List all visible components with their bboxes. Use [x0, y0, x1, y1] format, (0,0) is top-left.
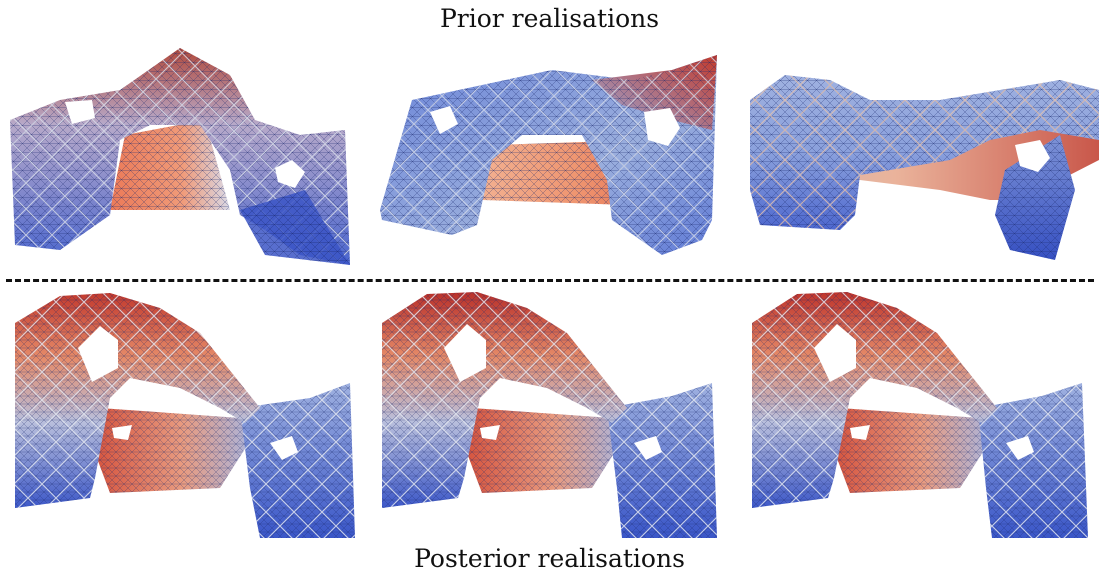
row-divider [6, 279, 1094, 282]
prior-realisation-1 [0, 40, 370, 272]
prior-realisation-3 [740, 40, 1099, 272]
posterior-realisation-1 [0, 288, 370, 540]
prior-realisations-title: Prior realisations [439, 4, 660, 33]
posterior-realisation-3 [740, 288, 1099, 540]
posterior-realisations-title: Posterior realisations [414, 544, 685, 573]
prior-realisation-2 [372, 40, 732, 272]
posterior-realisation-2 [372, 288, 732, 540]
